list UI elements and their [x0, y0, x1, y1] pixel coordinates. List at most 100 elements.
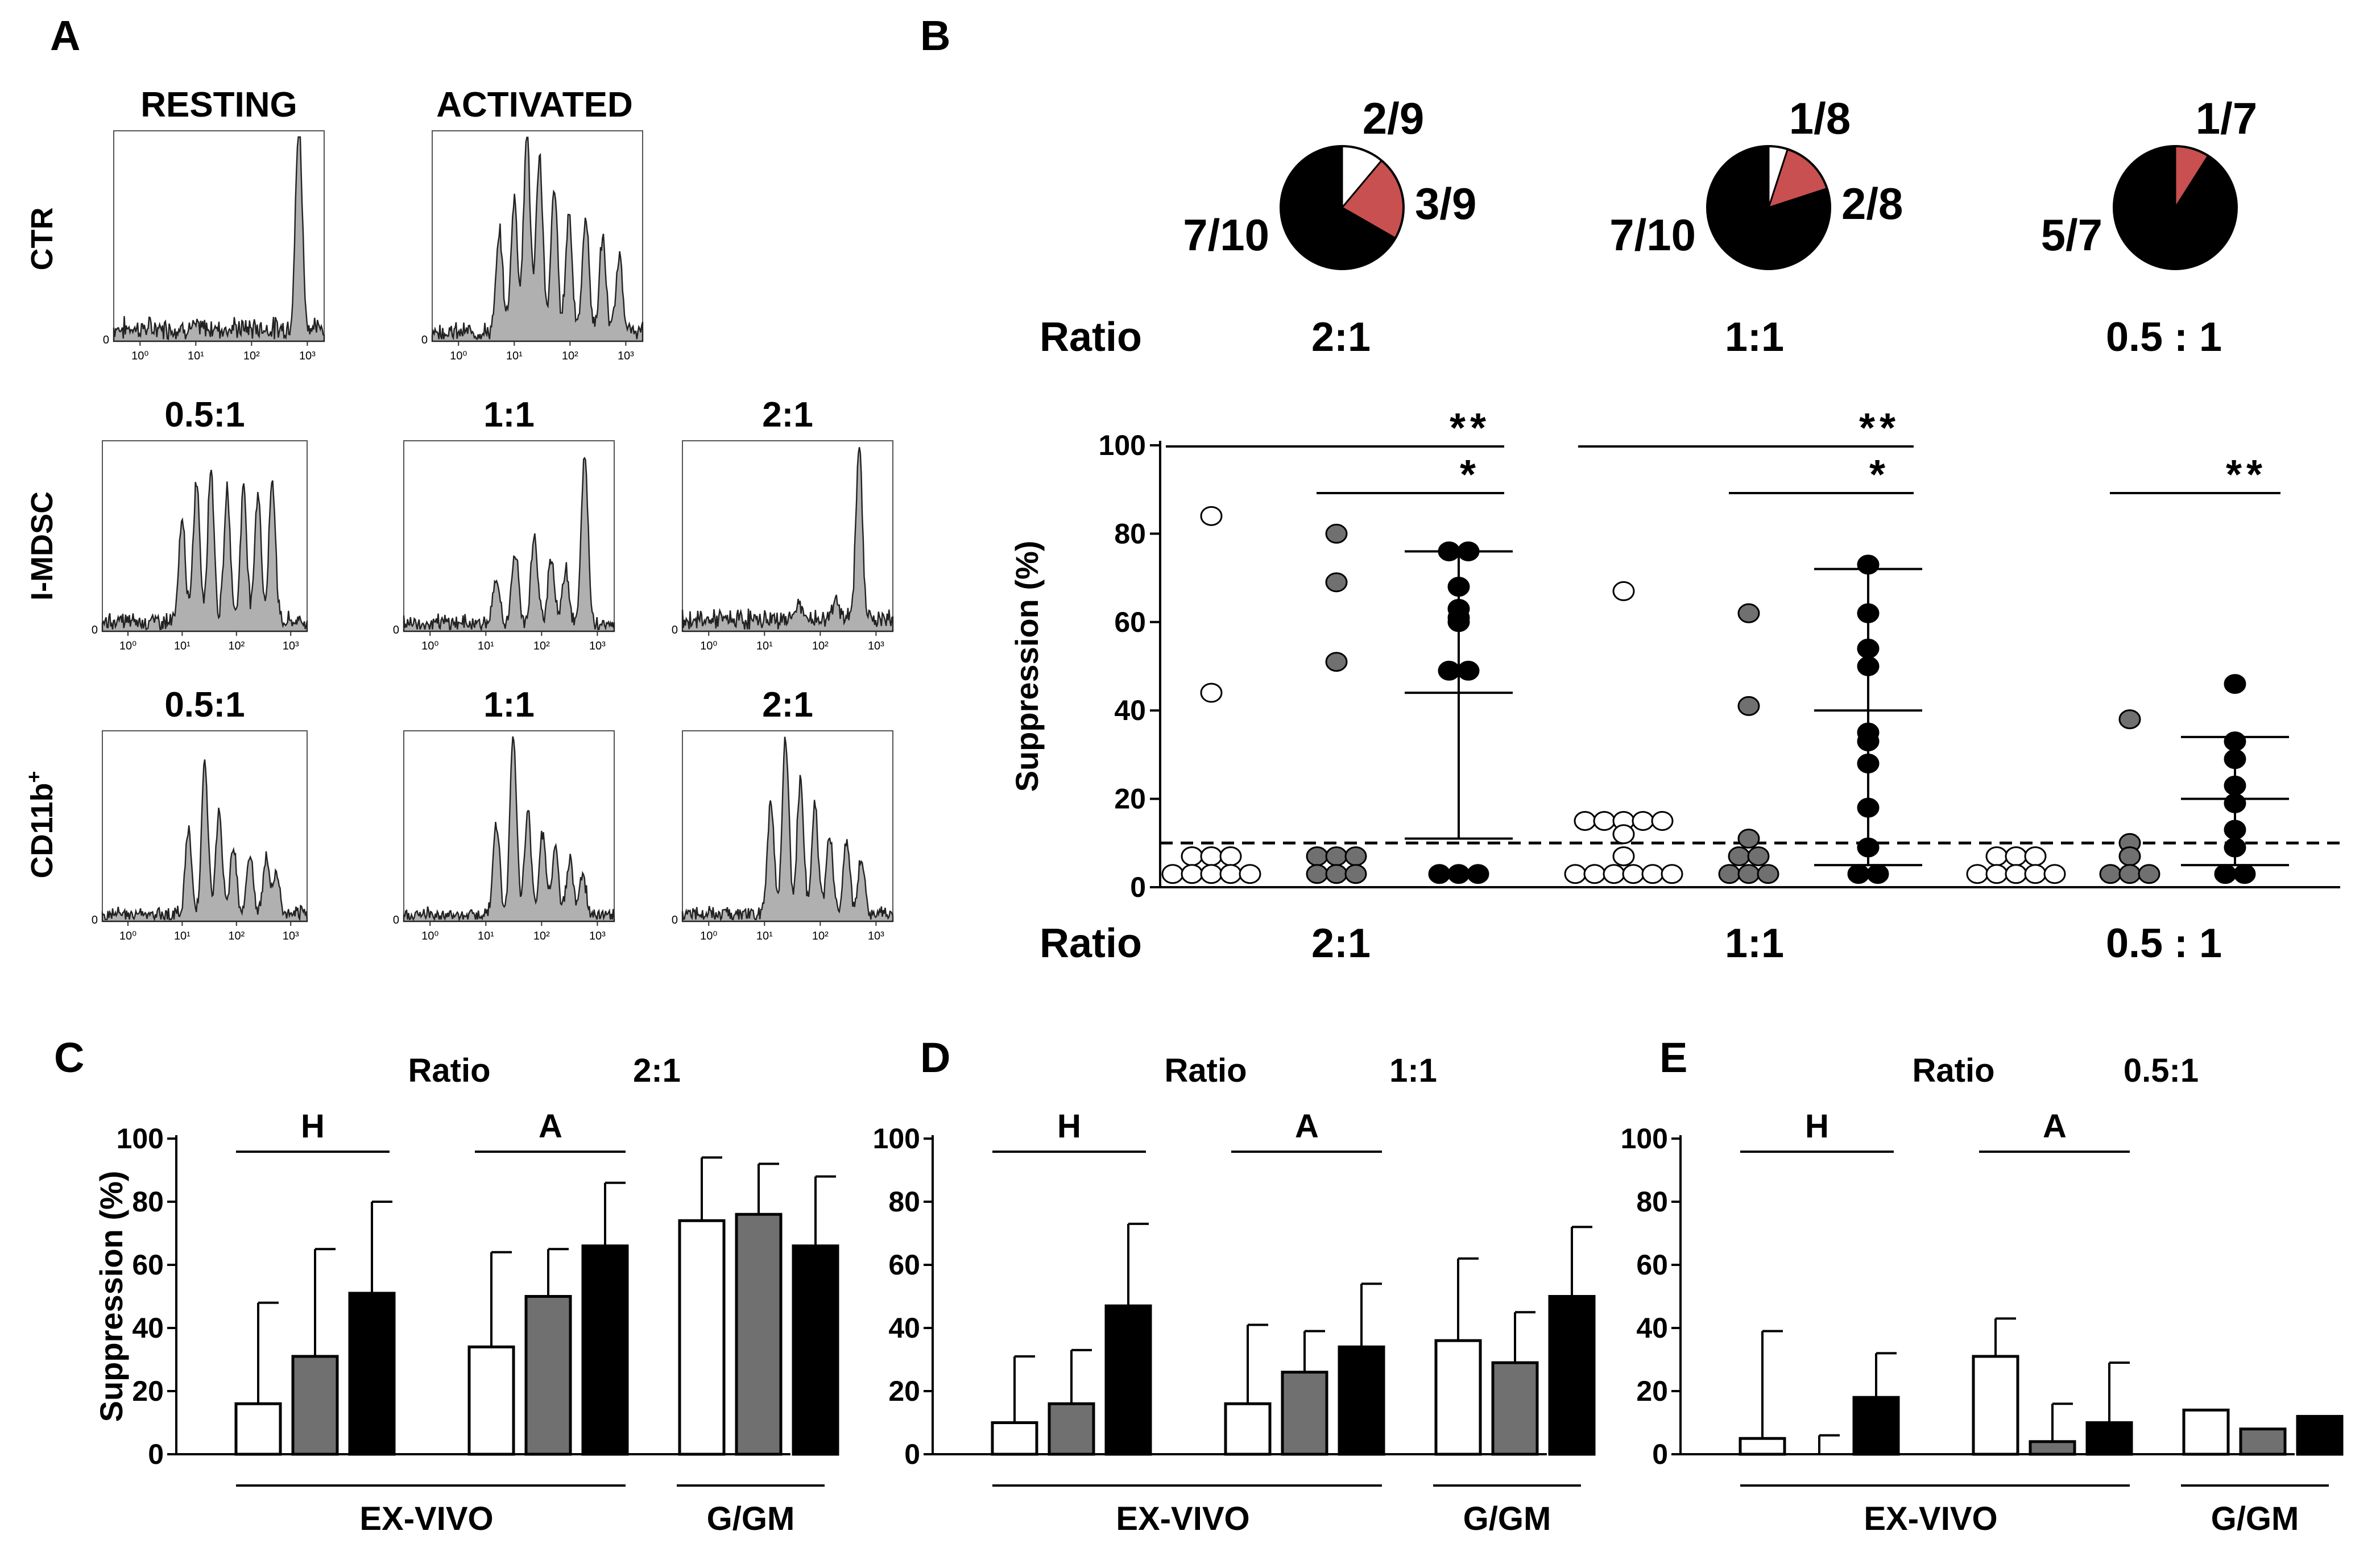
bar-y-tick-label: 0	[904, 1438, 920, 1470]
scatter-point-gray	[1737, 864, 1760, 884]
histogram-curve	[431, 136, 644, 342]
histogram-tick-label: 10¹	[188, 350, 204, 362]
pie-0: 7/10 2/9 3/9 2:1	[1183, 93, 1476, 360]
bar	[467, 1345, 515, 1456]
histogram-tick-label: 10¹	[756, 640, 773, 652]
scatter-point-gray	[1728, 846, 1750, 867]
scatter-point-white	[2024, 846, 2047, 867]
scatter-point-white	[1564, 864, 1587, 884]
scatter-point-gray	[1747, 846, 1770, 867]
scatter-point-gray	[1306, 846, 1328, 867]
histogram-mdsc_05: 10⁰ 10¹ 10² 10³ 0 0.5:1	[92, 395, 308, 652]
scatter-point-gray	[1737, 696, 1760, 716]
panel-d-bars: 0 20 40 60 80 100 Ratio 1:1 H A EX-VIVO G/GM	[873, 1052, 1596, 1537]
bar	[291, 1355, 339, 1456]
scatter-ratio-label: 0.5 : 1	[2106, 921, 2222, 966]
scatter-point-white	[2005, 846, 2027, 867]
scatter-point-gray	[1325, 652, 1348, 672]
bar	[1434, 1339, 1482, 1456]
scatter-point-white	[1612, 846, 1635, 867]
scatter-point-white	[1181, 846, 1203, 867]
histogram-tick-label: 10³	[868, 930, 884, 942]
scatter-point-white	[1603, 864, 1625, 884]
histogram-tick-label: 10³	[283, 930, 299, 942]
bar-y-tick-label: 100	[1621, 1123, 1668, 1155]
pie-label-top: 2/9	[1363, 93, 1424, 143]
pie-ratio-label: 1:1	[1725, 315, 1784, 360]
group-label-exvivo: EX-VIVO	[1864, 1500, 1997, 1537]
scatter-point-white	[1966, 864, 1989, 884]
panel-label-b: B	[920, 12, 950, 59]
group-label-exvivo: EX-VIVO	[1116, 1500, 1249, 1537]
scatter-point-white	[1651, 810, 1674, 831]
significance-label: *	[1869, 452, 1890, 498]
scatter-group-2: 0.5 : 1 **	[1966, 452, 2289, 966]
histogram-zero-label: 0	[103, 334, 109, 346]
histogram-cd11b_05: 10⁰ 10¹ 10² 10³ 0 0.5:1	[92, 685, 308, 942]
bar	[524, 1295, 572, 1456]
bar	[1972, 1355, 2019, 1456]
bar	[2029, 1440, 2076, 1456]
histogram-curve	[403, 736, 615, 922]
scatter-ratio-word: Ratio	[1040, 921, 1142, 966]
histogram-zero-label: 0	[672, 914, 678, 926]
histogram-curve	[101, 759, 308, 922]
histogram-tick-label: 10¹	[478, 930, 494, 942]
scatter-point-gray	[1737, 603, 1760, 623]
panel-b-pies: 7/10 2/9 3/9 2:1 7/10 1/8 2/8 1:1 5/7 1/7 0.5 : 1 R…	[1040, 93, 2257, 360]
histogram-tick-label: 10³	[283, 640, 299, 652]
histogram-cd11b_2: 10⁰ 10¹ 10² 10³ 0 2:1	[672, 685, 894, 942]
histogram-curve	[101, 469, 308, 632]
scatter-point-gray	[1325, 846, 1348, 867]
histogram-ratio-label: 2:1	[762, 685, 813, 725]
bar	[2182, 1408, 2230, 1456]
histogram-zero-label: 0	[672, 624, 678, 636]
bar-y-tick-label: 100	[117, 1123, 164, 1155]
bar-y-tick-label: 80	[888, 1186, 920, 1218]
histogram-curve	[681, 737, 894, 922]
histogram-curve	[403, 456, 615, 632]
histogram-ratio-label: 1:1	[483, 395, 535, 435]
histogram-curve	[681, 447, 894, 632]
panel-label-d: D	[920, 1034, 950, 1081]
scatter-point-black	[1866, 864, 1889, 884]
scatter-point-white	[1200, 506, 1223, 526]
bar	[2085, 1421, 2133, 1456]
scatter-point-gray	[2118, 864, 2141, 884]
scatter-point-white	[1200, 682, 1223, 703]
significance-label: **	[1450, 406, 1491, 451]
bar-y-tick-label: 40	[888, 1312, 920, 1344]
pie-1: 7/10 1/8 2/8 1:1	[1609, 93, 1903, 360]
histogram-tick-label: 10²	[243, 350, 260, 362]
scatter-point-gray	[2118, 846, 2141, 867]
bar	[581, 1244, 629, 1456]
group-label-ggm: G/GM	[707, 1500, 795, 1537]
histogram-mdsc_2: 10⁰ 10¹ 10² 10³ 0 2:1	[672, 395, 894, 652]
pie-label-right: 3/9	[1415, 179, 1476, 229]
group-label-a: A	[539, 1108, 562, 1145]
pie-ratio-label: 2:1	[1311, 315, 1371, 360]
panel-label-c: C	[54, 1034, 84, 1081]
scatter-y-axis-title: Suppression (%)	[1009, 541, 1045, 792]
bar	[1281, 1371, 1328, 1456]
scatter-point-white	[1200, 864, 1223, 884]
bar-y-tick-label: 0	[148, 1438, 164, 1470]
histogram-curve	[113, 136, 325, 342]
histogram-tick-label: 10¹	[174, 640, 191, 652]
scatter-point-black	[2214, 864, 2237, 884]
histogram-tick-label: 10²	[533, 930, 550, 942]
histogram-tick-label: 10⁰	[700, 640, 717, 652]
scatter-ratio-label: 2:1	[1311, 921, 1371, 966]
bar	[792, 1244, 839, 1456]
pie-ratio-label: 0.5 : 1	[2106, 315, 2222, 360]
bar	[1224, 1402, 1272, 1456]
scatter-point-black	[2224, 674, 2246, 694]
histogram-cd11b_1: 10⁰ 10¹ 10² 10³ 0 1:1	[393, 685, 615, 942]
histogram-tick-label: 10²	[812, 930, 829, 942]
histogram-ratio-label: 0.5:1	[164, 395, 245, 435]
histogram-tick-label: 10¹	[174, 930, 191, 942]
scatter-y-tick-label: 20	[1114, 783, 1146, 815]
histogram-zero-label: 0	[92, 914, 98, 926]
bar-title-word: Ratio	[1165, 1052, 1247, 1089]
scatter-point-white	[2024, 864, 2047, 884]
